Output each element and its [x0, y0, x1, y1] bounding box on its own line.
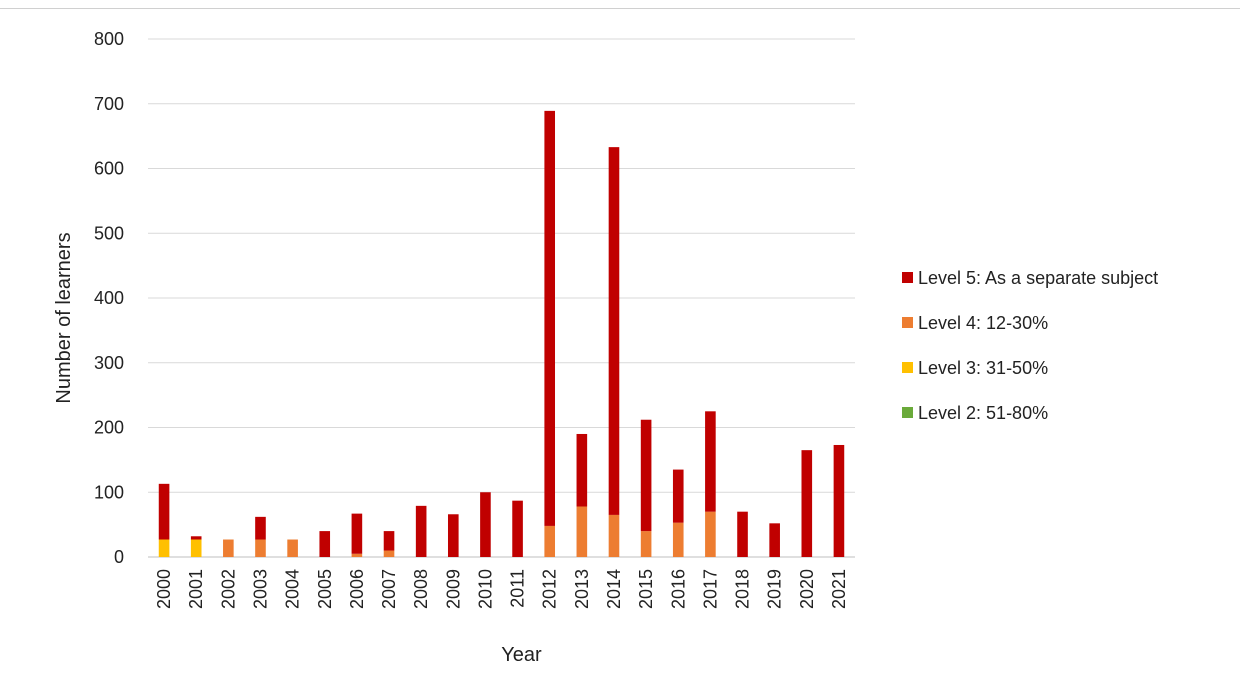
- y-tick-label: 700: [94, 94, 124, 114]
- x-tick-label: 2021: [829, 569, 849, 609]
- bar-segment: [319, 531, 331, 557]
- x-tick-label: 2004: [283, 569, 303, 609]
- y-axis-ticks: 0 100 200 300 400 500 600 700 800: [94, 29, 124, 567]
- y-tick-label: 0: [114, 547, 124, 567]
- x-tick-label: 2002: [218, 569, 238, 609]
- bar-segment: [190, 539, 202, 557]
- x-tick-label: 2009: [443, 569, 463, 609]
- legend-label: Level 4: 12-30%: [918, 313, 1048, 333]
- bar-segment: [351, 553, 363, 557]
- y-tick-label: 200: [94, 418, 124, 438]
- bar-segment: [544, 525, 556, 557]
- bar-segment: [287, 539, 298, 557]
- bar-segment: [672, 469, 684, 523]
- bar-segment: [255, 539, 266, 557]
- x-tick-label: 2019: [765, 569, 785, 609]
- y-tick-label: 500: [94, 223, 124, 243]
- bar-segment: [544, 110, 556, 526]
- bar-segment: [351, 513, 363, 554]
- bars: [158, 110, 845, 557]
- bar-segment: [255, 516, 266, 540]
- legend: Level 5: As a separate subject Level 4: 1…: [902, 268, 1158, 423]
- x-tick-label: 2020: [797, 569, 817, 609]
- bar-segment: [415, 505, 427, 557]
- y-axis-title: Number of learners: [53, 232, 75, 403]
- x-tick-label: 2010: [475, 569, 495, 609]
- bar-segment: [640, 419, 652, 532]
- x-tick-label: 2014: [604, 569, 624, 609]
- x-tick-label: 2016: [668, 569, 688, 609]
- bar-segment: [801, 450, 813, 557]
- y-tick-label: 300: [94, 353, 124, 373]
- legend-label: Level 3: 31-50%: [918, 358, 1048, 378]
- bar-segment: [672, 522, 684, 557]
- bar-segment: [833, 444, 845, 557]
- bar-segment: [705, 411, 716, 512]
- x-tick-label: 2012: [540, 569, 560, 609]
- bar-segment: [383, 531, 395, 551]
- x-axis-title: Year: [501, 644, 542, 666]
- gridlines: [148, 38, 855, 558]
- x-tick-label: 2015: [636, 569, 656, 609]
- bar-segment: [190, 536, 202, 540]
- x-tick-label: 2001: [186, 569, 206, 609]
- bar-segment: [608, 147, 620, 515]
- x-tick-label: 2000: [154, 569, 174, 609]
- legend-swatch: [902, 362, 913, 373]
- x-tick-label: 2013: [572, 569, 592, 609]
- bar-segment: [447, 514, 459, 557]
- bar-segment: [576, 506, 588, 557]
- x-tick-label: 2003: [250, 569, 270, 609]
- x-tick-label: 2017: [700, 569, 720, 609]
- x-tick-label: 2018: [733, 569, 753, 609]
- x-tick-label: 2005: [315, 569, 335, 609]
- bar-segment: [576, 433, 588, 507]
- x-tick-label: 2008: [411, 569, 431, 609]
- bar-segment: [608, 514, 620, 557]
- bar-segment: [383, 550, 395, 557]
- bar-segment: [769, 523, 780, 557]
- legend-swatch: [902, 272, 913, 283]
- legend-swatch: [902, 407, 913, 418]
- legend-swatch: [902, 317, 913, 328]
- bar-segment: [223, 539, 234, 557]
- bar-segment: [158, 539, 170, 557]
- bar-segment: [640, 531, 652, 557]
- x-axis-ticks: 2000 2001 2002 2003 2004 2005 2006 2007 2008 2009…: [154, 569, 849, 609]
- y-tick-label: 600: [94, 159, 124, 179]
- x-tick-label: 2007: [379, 569, 399, 609]
- bar-segment: [158, 483, 170, 540]
- top-divider: [0, 8, 1240, 9]
- legend-label: Level 2: 51-80%: [918, 403, 1048, 423]
- legend-label: Level 5: As a separate subject: [918, 268, 1158, 288]
- x-tick-label: 2006: [347, 569, 367, 609]
- y-tick-label: 100: [94, 482, 124, 502]
- bar-segment: [512, 500, 523, 557]
- y-tick-label: 400: [94, 288, 124, 308]
- bar-segment: [480, 492, 491, 557]
- x-tick-label: 2011: [508, 569, 528, 608]
- bar-segment: [737, 511, 748, 557]
- y-tick-label: 800: [94, 29, 124, 49]
- bar-segment: [705, 511, 716, 557]
